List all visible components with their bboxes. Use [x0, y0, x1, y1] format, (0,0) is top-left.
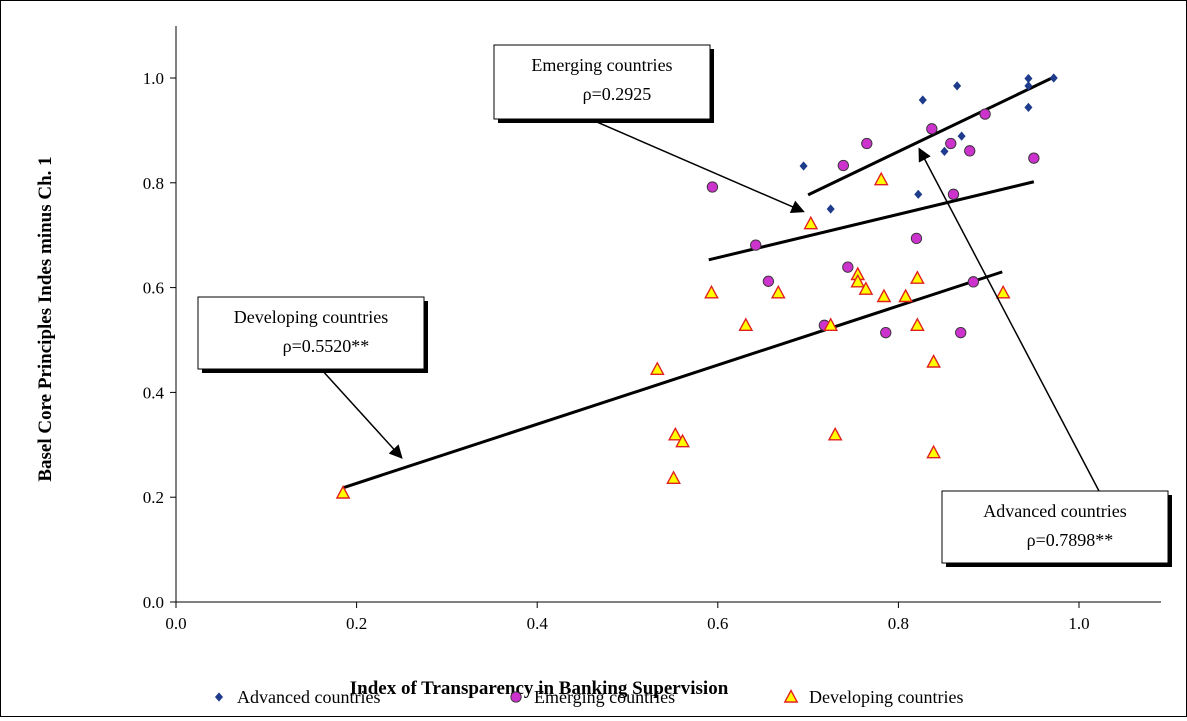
data-point — [1028, 152, 1040, 164]
y-tick-label: 0.8 — [143, 174, 164, 193]
y-tick-label: 0.4 — [143, 383, 165, 402]
data-point — [827, 426, 843, 441]
data-point — [842, 261, 854, 273]
data-point — [914, 189, 923, 199]
data-point — [926, 444, 941, 459]
legend-label: Emerging countries — [534, 687, 675, 707]
annotation-developing: Developing countries ρ=0.5520** — [197, 296, 428, 459]
annotation-arrow — [918, 147, 1100, 492]
data-points — [335, 73, 1058, 499]
x-tick-label: 0.4 — [527, 614, 549, 633]
data-point — [335, 485, 351, 499]
series-triangle — [335, 171, 1011, 499]
data-point — [803, 215, 819, 230]
data-point — [940, 146, 949, 156]
axes: 0.0 0.2 0.4 0.6 0.8 1.0 0.0 0.2 0.4 0.6 0.8 1.0 — [143, 26, 1161, 633]
data-point — [649, 361, 665, 376]
annotation-title: Advanced countries — [983, 501, 1126, 521]
data-point — [826, 204, 835, 214]
series-circle — [706, 108, 1040, 339]
data-point — [1024, 81, 1033, 91]
annotation-box — [493, 44, 711, 120]
legend-marker — [510, 691, 522, 703]
annotation-rho: ρ=0.5520** — [283, 336, 370, 356]
data-point — [858, 281, 874, 295]
trendline — [807, 76, 1053, 197]
data-point — [926, 354, 941, 368]
annotation-title: Emerging countries — [531, 55, 672, 75]
trendline — [342, 270, 1003, 490]
annotation-title: Developing countries — [234, 307, 388, 327]
legend-item: Developing countries — [783, 687, 963, 707]
data-point — [1049, 73, 1058, 83]
x-tick-label: 0.2 — [346, 614, 367, 633]
data-point — [947, 188, 960, 200]
data-point — [873, 171, 889, 186]
data-point — [898, 288, 913, 303]
data-point — [850, 273, 866, 288]
data-point — [995, 284, 1011, 299]
annotations: Emerging countries ρ=0.2925 Developing cou… — [197, 44, 1172, 567]
annotation-emerging: Emerging countries ρ=0.2925 — [493, 44, 805, 213]
x-tick-label: 0.8 — [888, 614, 909, 633]
data-point — [964, 145, 976, 157]
annotation-rho: ρ=0.2925 — [583, 84, 652, 104]
data-point — [979, 108, 991, 120]
data-point — [666, 470, 681, 485]
y-tick-label: 1.0 — [143, 69, 164, 88]
data-point — [799, 161, 808, 171]
data-point — [706, 181, 719, 193]
annotation-box — [197, 296, 425, 370]
data-point — [910, 232, 923, 244]
legend-marker — [214, 692, 224, 702]
data-point — [957, 131, 966, 141]
y-tick-label: 0.6 — [143, 279, 164, 298]
annotation-arrow — [589, 118, 805, 213]
data-point — [880, 327, 892, 339]
data-point — [667, 426, 683, 441]
data-point — [770, 284, 786, 299]
data-point — [750, 239, 762, 251]
legend-item: Emerging countries — [510, 687, 675, 707]
x-tick-label: 0.6 — [707, 614, 728, 633]
data-point — [861, 137, 873, 150]
data-point — [738, 317, 754, 332]
data-point — [876, 288, 892, 303]
data-point — [945, 137, 957, 150]
data-point — [704, 284, 719, 299]
x-tick-label: 0.0 — [165, 614, 186, 633]
trendline — [708, 180, 1035, 262]
legend-item: Advanced countries — [214, 687, 380, 707]
data-point — [837, 159, 849, 172]
x-tick-label: 1.0 — [1068, 614, 1089, 633]
y-tick-label: 0.0 — [143, 593, 164, 612]
legend-label: Developing countries — [809, 687, 963, 707]
trendlines — [342, 76, 1053, 490]
data-point — [675, 433, 690, 448]
annotation-rho: ρ=0.7898** — [1027, 530, 1114, 550]
data-point — [1024, 102, 1033, 112]
y-axis-label: Basel Core Principles Indes minus Ch. 1 — [35, 156, 56, 481]
data-point — [909, 270, 925, 284]
data-point — [953, 81, 962, 91]
data-point — [909, 317, 925, 332]
legend-label: Advanced countries — [237, 687, 380, 707]
annotation-box — [941, 490, 1169, 564]
annotation-advanced: Advanced countries ρ=0.7898** — [918, 147, 1172, 567]
annotation-arrow — [320, 368, 403, 459]
legend-marker — [783, 689, 799, 703]
data-point — [926, 123, 938, 135]
data-point — [823, 317, 839, 332]
data-point — [967, 276, 979, 288]
x-axis-label: Index of Transparency in Banking Supervi… — [350, 678, 729, 699]
legend: Advanced countries Emerging countries Deve… — [214, 687, 963, 707]
y-tick-label: 0.2 — [143, 488, 164, 507]
data-point — [762, 275, 775, 287]
data-point — [955, 327, 967, 339]
series-diamond — [799, 73, 1058, 214]
data-point — [918, 95, 927, 105]
